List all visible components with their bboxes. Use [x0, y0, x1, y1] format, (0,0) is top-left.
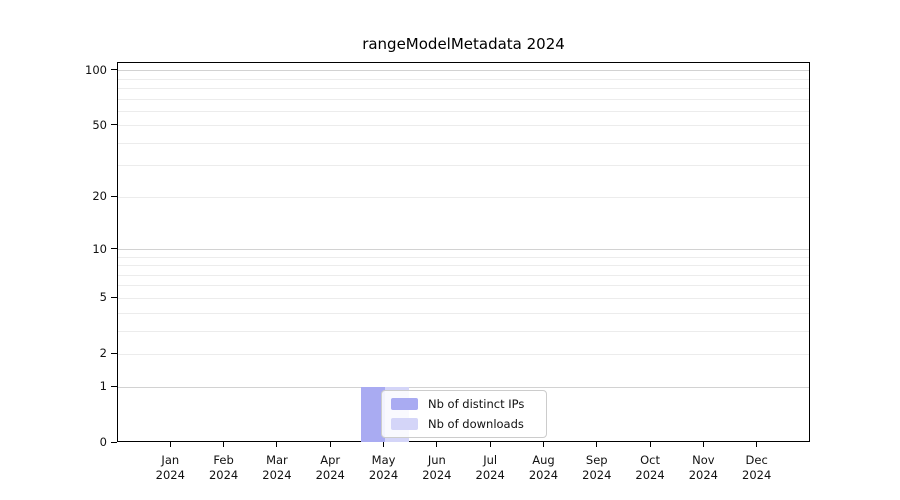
gridline-minor: [118, 265, 809, 267]
y-tick-mark: [111, 69, 117, 71]
y-tick-mark: [111, 296, 117, 298]
x-tick-mark: [649, 442, 651, 447]
x-tick-label: Sep 2024: [582, 453, 612, 482]
gridline-minor: [118, 285, 809, 287]
gridline-minor: [118, 297, 809, 299]
x-tick-label: Dec 2024: [742, 453, 772, 482]
gridline-minor: [118, 165, 809, 167]
x-tick-mark: [436, 442, 438, 447]
legend-swatch: [391, 398, 418, 410]
gridline-minor: [118, 78, 809, 80]
gridline-minor: [118, 312, 809, 314]
x-tick-mark: [223, 442, 225, 447]
x-tick-mark: [169, 442, 171, 447]
y-tick-label: 2: [99, 346, 107, 361]
y-tick-mark: [111, 352, 117, 354]
x-tick-label: May 2024: [368, 453, 399, 482]
chart-title: rangeModelMetadata 2024: [362, 35, 565, 53]
y-tick-mark: [111, 385, 117, 387]
x-tick-mark: [383, 442, 385, 447]
y-tick-mark: [111, 195, 117, 197]
y-tick-label: 0: [99, 435, 107, 449]
gridline-major: [118, 249, 809, 251]
x-tick-mark: [756, 442, 758, 447]
gridline-minor: [118, 110, 809, 112]
legend: Nb of distinct IPs Nb of downloads: [381, 390, 547, 438]
legend-label: Nb of downloads: [428, 417, 524, 431]
x-tick-label: Jun 2024: [422, 453, 452, 482]
gridline-minor: [118, 274, 809, 276]
y-tick-label: 20: [92, 189, 107, 204]
y-tick-mark: [111, 441, 117, 443]
x-tick-label: Apr 2024: [315, 453, 345, 482]
y-tick-label: 1: [99, 379, 107, 394]
x-tick-label: Aug 2024: [528, 453, 559, 482]
x-tick-label: Nov 2024: [688, 453, 719, 482]
gridline-minor: [118, 87, 809, 89]
gridline-major: [118, 386, 809, 388]
y-tick-label: 50: [92, 117, 107, 132]
legend-swatch: [391, 418, 418, 430]
x-tick-mark: [702, 442, 704, 447]
gridline-minor: [118, 98, 809, 100]
x-tick-label: Oct 2024: [635, 453, 665, 482]
plot-area: Nb of distinct IPs Nb of downloads: [117, 62, 810, 442]
x-tick-label: Jan 2024: [155, 453, 185, 482]
x-tick-mark: [329, 442, 331, 447]
x-tick-mark: [542, 442, 544, 447]
bar-nb-of-distinct-ips: [360, 387, 385, 442]
gridline-minor: [118, 353, 809, 355]
y-tick-label: 5: [99, 290, 107, 305]
x-tick-mark: [276, 442, 278, 447]
legend-entry: Nb of distinct IPs: [391, 397, 537, 411]
gridline-minor: [118, 256, 809, 258]
x-tick-mark: [596, 442, 598, 447]
x-tick-label: Feb 2024: [208, 453, 239, 482]
y-tick-mark: [111, 124, 117, 126]
gridline-minor: [118, 142, 809, 144]
x-tick-mark: [489, 442, 491, 447]
y-tick-mark: [111, 248, 117, 250]
gridline-minor: [118, 330, 809, 332]
legend-entry: Nb of downloads: [391, 417, 537, 431]
legend-label: Nb of distinct IPs: [428, 397, 525, 411]
x-tick-label: Mar 2024: [262, 453, 292, 482]
x-tick-label: Jul 2024: [475, 453, 505, 482]
gridline-major: [118, 70, 809, 72]
y-tick-label: 10: [92, 241, 107, 256]
gridline-minor: [118, 196, 809, 198]
gridline-minor: [118, 125, 809, 127]
y-tick-label: 100: [85, 62, 107, 77]
